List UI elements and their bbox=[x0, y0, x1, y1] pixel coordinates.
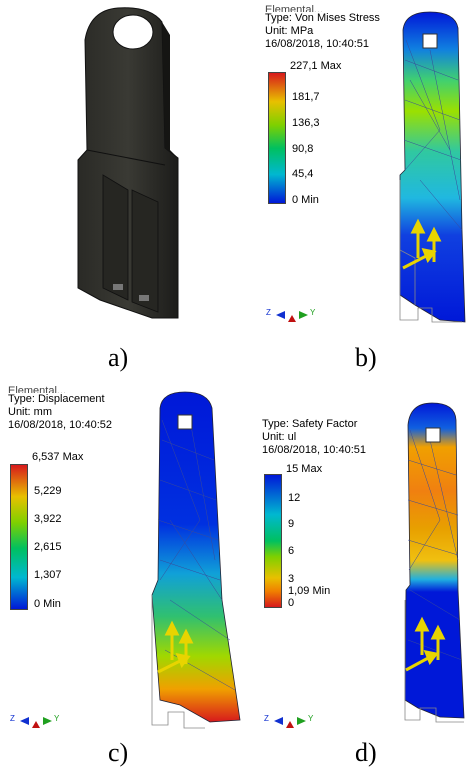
panel-d-legend-zero: 0 bbox=[288, 597, 295, 609]
triad-y-d: Y bbox=[308, 714, 314, 723]
panel-c-legend-2: 3,922 bbox=[34, 513, 62, 525]
panel-c-info: Elemental... Type: Displacement Unit: mm… bbox=[8, 385, 112, 432]
panel-b-info: Elemental... Type: Von Mises Stress Unit… bbox=[265, 4, 380, 51]
caption-b: b) bbox=[355, 343, 377, 372]
panel-b-legend-4: 45,4 bbox=[292, 168, 314, 180]
panel-b-legend-2: 136,3 bbox=[292, 117, 320, 129]
panel-b-legend-3: 90,8 bbox=[292, 143, 314, 155]
load-arrows-c bbox=[157, 620, 194, 674]
panel-c-type: Type: Displacement bbox=[8, 393, 105, 405]
load-arrows-d bbox=[405, 616, 446, 672]
panel-b-legend-1: 181,7 bbox=[292, 91, 320, 103]
panel-b-partial-header: Elemental... bbox=[265, 4, 324, 12]
panel-b-unit: Unit: MPa bbox=[265, 25, 314, 37]
panel-d-legend-3: 6 bbox=[288, 545, 295, 557]
steel-part-photo bbox=[77, 7, 179, 319]
triad-y-c: Y bbox=[54, 714, 60, 723]
panel-c-legend-4: 1,307 bbox=[34, 569, 62, 581]
panel-c-legend-min: 0 Min bbox=[34, 598, 61, 610]
triad-z-d: Z bbox=[264, 714, 269, 723]
caption-a: a) bbox=[108, 343, 129, 372]
panel-d-unit: Unit: ul bbox=[262, 431, 297, 443]
panel-d-info: Type: Safety Factor Unit: ul 16/08/2018,… bbox=[262, 418, 366, 457]
panel-b-timestamp: 16/08/2018, 10:40:51 bbox=[265, 38, 369, 50]
panel-d-timestamp: 16/08/2018, 10:40:51 bbox=[262, 444, 366, 456]
panel-c-partial-header: Elemental... bbox=[8, 385, 67, 393]
panel-c-timestamp: 16/08/2018, 10:40:52 bbox=[8, 419, 112, 431]
caption-c: c) bbox=[108, 738, 129, 767]
triad-icon-c bbox=[20, 717, 52, 728]
panel-b-legend-min: 0 Min bbox=[292, 194, 319, 206]
panel-d-color-bar bbox=[264, 474, 282, 608]
panel-d-legend-max: 15 Max bbox=[286, 463, 323, 475]
panel-c-color-bar bbox=[10, 464, 28, 610]
panel-d-type: Type: Safety Factor bbox=[262, 418, 358, 430]
panel-d-legend-1: 12 bbox=[288, 492, 301, 504]
triad-y-b: Y bbox=[310, 308, 316, 317]
caption-d: d) bbox=[355, 738, 377, 767]
panel-b-type: Type: Von Mises Stress bbox=[265, 12, 380, 24]
triad-z-b: Z bbox=[266, 308, 271, 317]
panel-c-unit: Unit: mm bbox=[8, 406, 52, 418]
triad-z-c: Z bbox=[10, 714, 15, 723]
panel-c-legend-max: 6,537 Max bbox=[32, 451, 84, 463]
load-arrows-b bbox=[402, 218, 442, 270]
panel-b-legend-max: 227,1 Max bbox=[290, 60, 342, 72]
panel-d-legend-min: 1,09 Min bbox=[288, 585, 331, 597]
panel-d-legend-2: 9 bbox=[288, 518, 295, 530]
panel-c-legend-1: 5,229 bbox=[34, 485, 62, 497]
panel-c-legend-3: 2,615 bbox=[34, 541, 62, 553]
triad-icon-b bbox=[276, 311, 308, 322]
panel-b-color-bar bbox=[268, 72, 286, 204]
triad-icon-d bbox=[274, 717, 306, 728]
panel-d-legend-4: 3 bbox=[288, 573, 295, 585]
